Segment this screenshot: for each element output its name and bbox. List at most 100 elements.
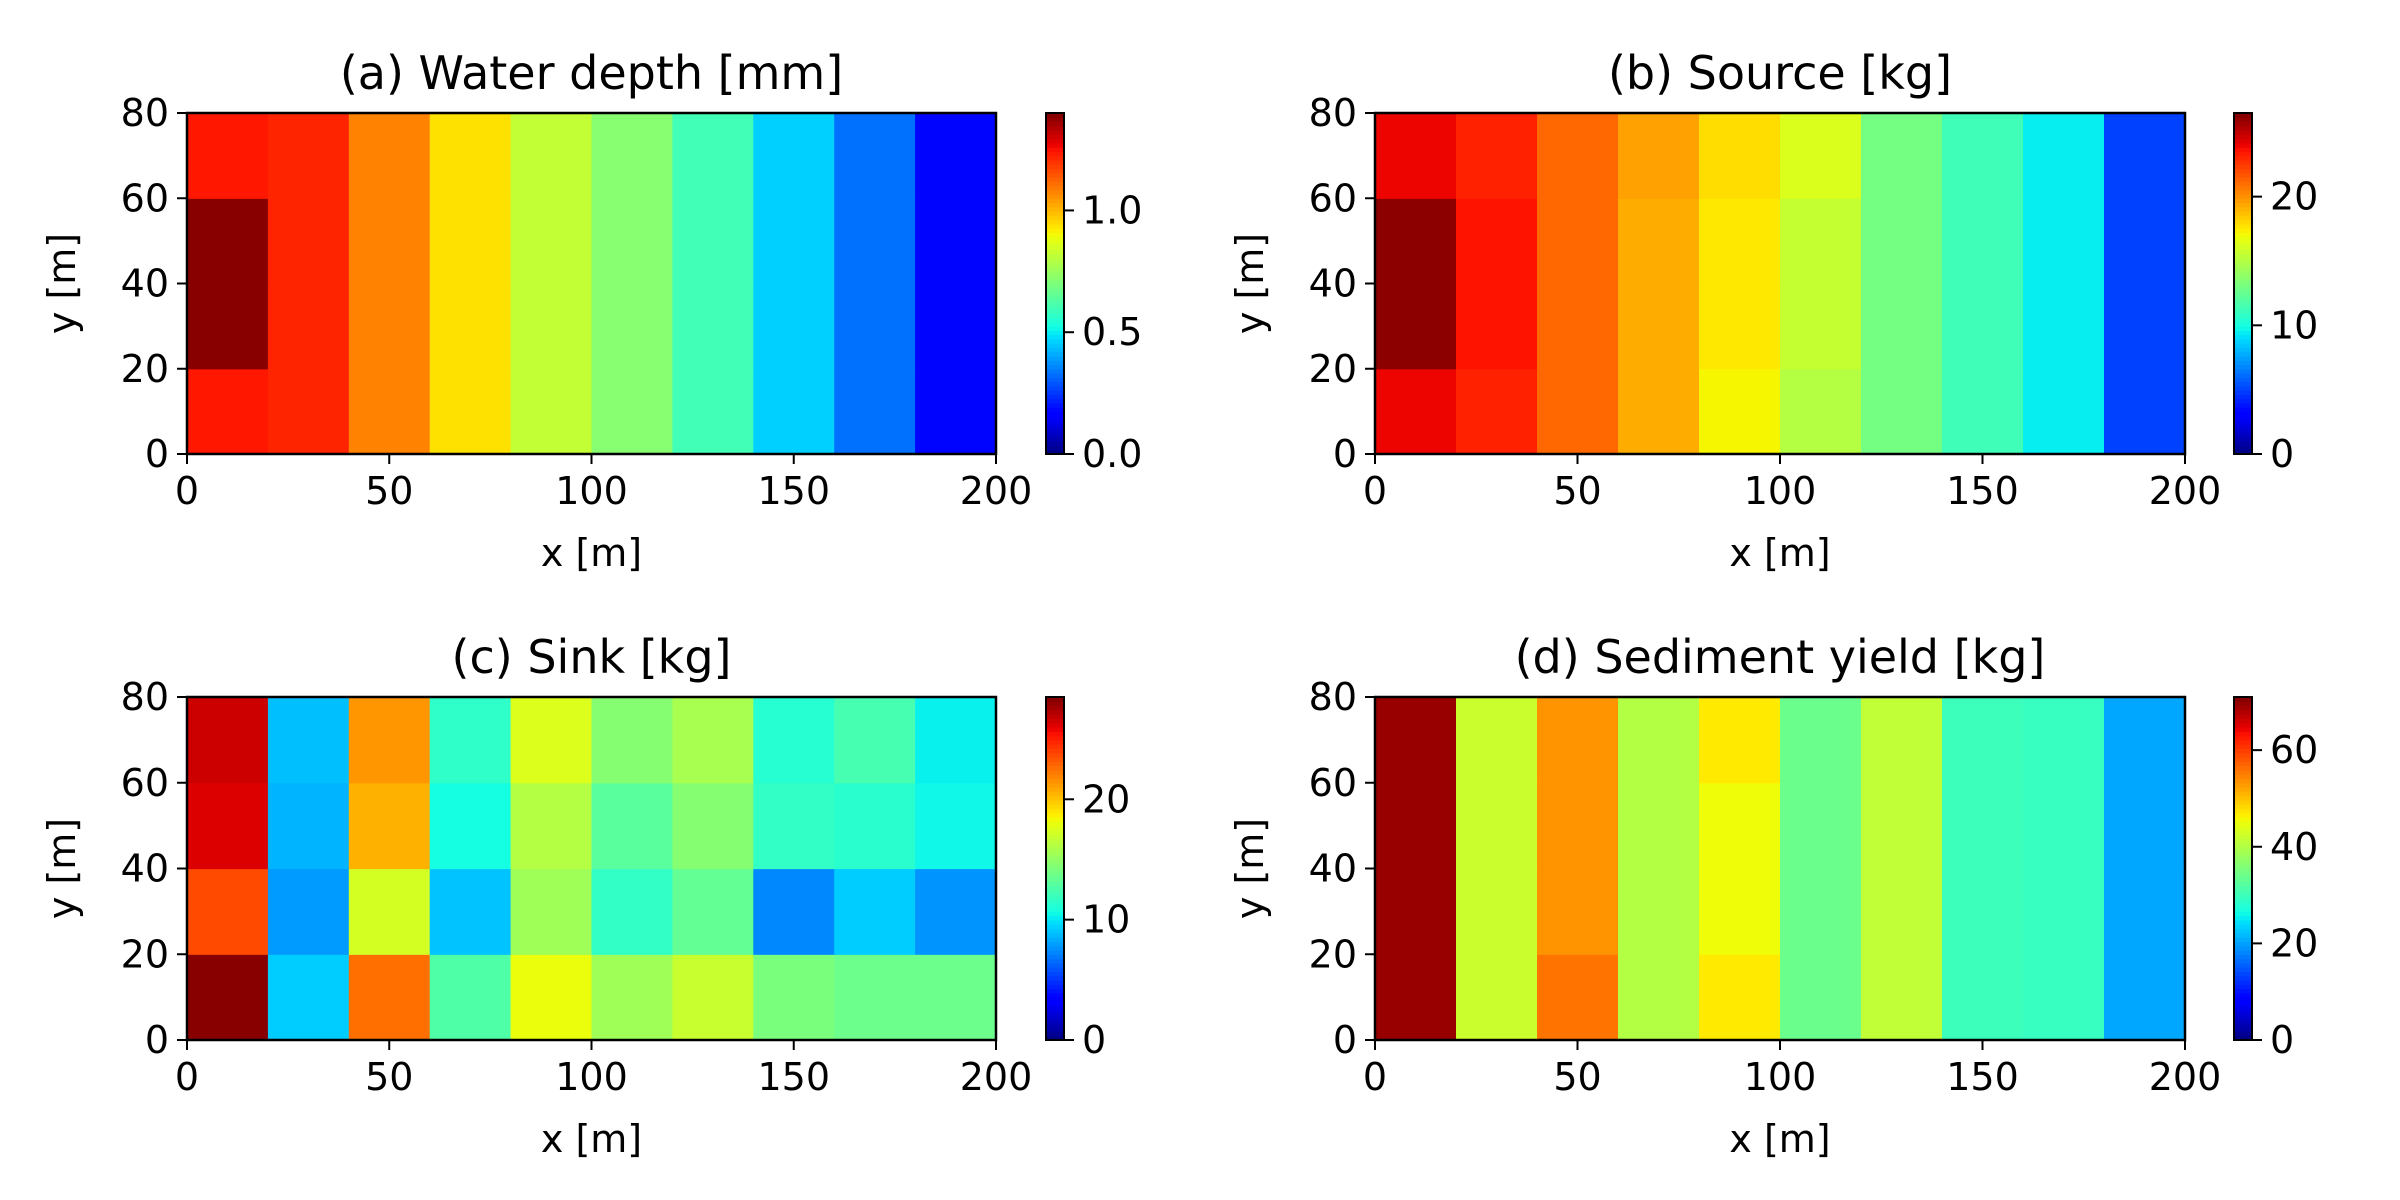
heatmap-cell <box>1942 113 2024 199</box>
y-tick-label: 80 <box>121 675 169 719</box>
colorbar-segment <box>2234 245 2252 250</box>
colorbar-segment <box>1046 394 1064 400</box>
y-tick-label: 20 <box>121 347 169 391</box>
colorbar-segment <box>2234 971 2252 977</box>
x-tick-label: 100 <box>555 469 628 513</box>
colorbar-segment <box>2234 829 2252 835</box>
colorbar-segment <box>1046 138 1064 144</box>
heatmap-cell <box>2023 954 2105 1041</box>
y-axis-label: y [m] <box>1228 233 1272 334</box>
heatmap-cell <box>1618 697 1700 784</box>
colorbar-segment <box>1046 304 1064 310</box>
heatmap-cell <box>267 954 350 1041</box>
heatmap-cell <box>510 697 593 784</box>
colorbar-segment <box>1046 377 1064 383</box>
colorbar-segment <box>2234 881 2252 887</box>
colorbar-tick-label: 60 <box>2270 728 2318 772</box>
colorbar-segment <box>1046 176 1064 182</box>
colorbar-segment <box>2234 919 2252 925</box>
chart-title: (c) Sink [kg] <box>452 630 732 684</box>
heatmap-cell <box>1780 283 1862 370</box>
heatmap-cell <box>1861 113 1943 199</box>
colorbar-segment <box>1046 838 1064 844</box>
heatmap-cell <box>672 697 754 784</box>
colorbar-segment <box>2234 791 2252 797</box>
colorbar-segment <box>1046 881 1064 887</box>
heatmap-cell <box>915 782 997 870</box>
colorbar-segment <box>2234 394 2252 400</box>
colorbar-segment <box>1046 164 1064 170</box>
x-tick-label: 100 <box>555 1055 628 1099</box>
colorbar-segment <box>1046 937 1064 942</box>
colorbar-segment <box>2234 138 2252 144</box>
colorbar-segment <box>2234 915 2252 921</box>
colorbar-segment <box>2234 125 2252 131</box>
y-tick-label: 80 <box>121 91 169 135</box>
colorbar-segment <box>1046 334 1064 340</box>
heatmap-cell <box>672 782 754 870</box>
colorbar-segment <box>2234 962 2252 968</box>
colorbar-segment <box>1046 834 1064 840</box>
heatmap-cell <box>591 954 673 1041</box>
heatmap-cell <box>591 113 673 199</box>
heatmap-cell <box>1537 782 1619 870</box>
colorbar-segment <box>2234 782 2252 788</box>
colorbar-segment <box>2234 945 2252 951</box>
x-tick-label: 0 <box>175 469 199 513</box>
colorbar-tick-label: 0 <box>2270 432 2294 476</box>
colorbar-segment <box>1046 817 1064 822</box>
colorbar-segment <box>2234 193 2252 199</box>
colorbar-segment <box>2234 300 2252 306</box>
y-tick-label: 80 <box>1309 675 1357 719</box>
heatmap-cell <box>1861 868 1943 955</box>
colorbar-segment <box>1046 232 1064 238</box>
heatmap-cell <box>753 283 835 370</box>
colorbar-segment <box>2234 185 2252 191</box>
heatmap-cell <box>1861 697 1943 784</box>
heatmap-cell <box>1456 782 1538 870</box>
colorbar-segment <box>1046 911 1064 917</box>
colorbar-segment <box>1046 868 1064 874</box>
colorbar-segment <box>2234 769 2252 775</box>
heatmap-cell <box>591 198 673 285</box>
heatmap-cell <box>1456 113 1538 199</box>
colorbar-segment <box>1046 864 1064 870</box>
colorbar-segment <box>2234 932 2252 938</box>
colorbar-segment <box>2234 761 2252 767</box>
colorbar-segment <box>1046 364 1064 370</box>
colorbar-segment <box>2234 257 2252 263</box>
heatmap-cell <box>753 113 835 199</box>
colorbar-segment <box>2234 1027 2252 1033</box>
heatmap-cell <box>1618 368 1700 455</box>
colorbar-segment <box>2234 287 2252 293</box>
heatmap-cell <box>1537 868 1619 955</box>
colorbar-segment <box>1046 134 1064 140</box>
colorbar-segment <box>2234 992 2252 998</box>
y-axis-label: y [m] <box>1228 818 1272 919</box>
x-tick-label: 0 <box>1363 1055 1387 1099</box>
colorbar-segment <box>2234 748 2252 754</box>
heatmap-cell <box>2104 113 2186 199</box>
heatmap-cell <box>753 697 835 784</box>
colorbar-segment <box>1046 765 1064 771</box>
heatmap-cell <box>915 954 997 1041</box>
heatmap-cell <box>672 198 754 285</box>
heatmap-cell <box>1537 954 1619 1041</box>
heatmap-cell <box>1537 283 1619 370</box>
heatmap-cell <box>1780 697 1862 784</box>
colorbar-segment <box>2234 113 2252 118</box>
colorbar-segment <box>2234 967 2252 972</box>
colorbar-segment <box>1046 907 1064 912</box>
colorbar-segment <box>2234 1009 2252 1015</box>
colorbar-segment <box>1046 309 1064 314</box>
heatmap-cell <box>1456 198 1538 285</box>
y-tick-label: 0 <box>145 1018 169 1062</box>
heatmap-cell <box>429 868 512 955</box>
colorbar-segment <box>2234 812 2252 818</box>
colorbar-segment <box>1046 967 1064 972</box>
x-axis-label: x [m] <box>541 1117 642 1161</box>
y-axis-label: y [m] <box>40 233 84 334</box>
colorbar-segment <box>1046 1014 1064 1020</box>
colorbar-segment <box>2234 1014 2252 1020</box>
heatmap-cell <box>753 368 835 455</box>
